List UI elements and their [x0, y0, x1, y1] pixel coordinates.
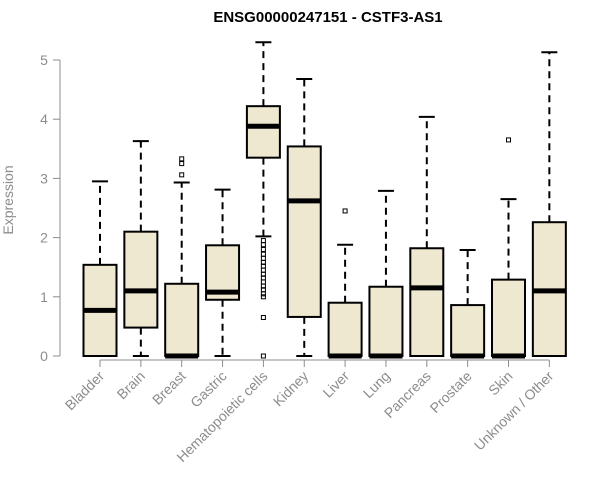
y-tick-label: 4 [40, 111, 48, 127]
outlier-point [260, 246, 266, 252]
outlier-point [260, 267, 266, 273]
box-prostate [450, 249, 486, 359]
box-brain [123, 140, 159, 357]
outlier-point [506, 137, 511, 143]
outlier-point [179, 172, 185, 178]
box-iqr [286, 145, 322, 318]
box-hematopoietic-cells [245, 41, 281, 359]
outlier-point [260, 315, 266, 321]
y-tick-label: 2 [40, 230, 48, 246]
outlier-point [260, 251, 266, 257]
outlier-point [260, 238, 266, 244]
y-tick-label: 5 [40, 52, 48, 68]
y-axis-label: Expression [0, 165, 16, 234]
outlier-point [260, 353, 266, 359]
box-iqr [450, 304, 486, 358]
box-gastric [205, 188, 241, 357]
box-iqr [123, 230, 159, 329]
box-iqr [409, 247, 445, 357]
box-kidney [286, 77, 322, 357]
box-pancreas [409, 115, 445, 357]
x-tick-label: Skin [485, 368, 516, 399]
box-iqr [164, 282, 200, 357]
outlier-point [260, 279, 266, 285]
box-bladder [82, 180, 118, 357]
y-axis: 0 1 2 3 4 5 [40, 52, 61, 364]
x-tick-label: Brain [114, 368, 148, 402]
box-iqr [327, 301, 363, 357]
outlier-point [179, 156, 185, 162]
outlier-point [179, 161, 185, 167]
x-tick-label: Bladder [62, 368, 108, 414]
box-unknown-other [531, 51, 567, 357]
outlier-point [342, 208, 348, 214]
box-breast [164, 156, 200, 359]
box-skin [491, 137, 526, 359]
y-tick-label: 3 [40, 170, 48, 186]
box-iqr [491, 278, 526, 357]
box-liver [327, 208, 363, 359]
y-tick-label: 0 [40, 348, 48, 364]
outlier-point [260, 294, 266, 300]
box-iqr [245, 105, 281, 159]
outlier-point [260, 242, 266, 248]
box-lung [368, 189, 404, 359]
outlier-point [260, 255, 266, 261]
x-tick-label: Breast [149, 368, 189, 408]
chart-title: ENSG00000247151 - CSTF3-AS1 [213, 9, 442, 26]
boxes-layer [82, 41, 567, 359]
x-tick-label: Prostate [427, 368, 475, 416]
x-tick-label: Kidney [270, 368, 312, 410]
box-iqr [368, 285, 404, 357]
y-tick-label: 1 [40, 289, 48, 305]
x-tick-label: Lung [360, 368, 393, 401]
x-tick-label: Liver [319, 368, 352, 401]
